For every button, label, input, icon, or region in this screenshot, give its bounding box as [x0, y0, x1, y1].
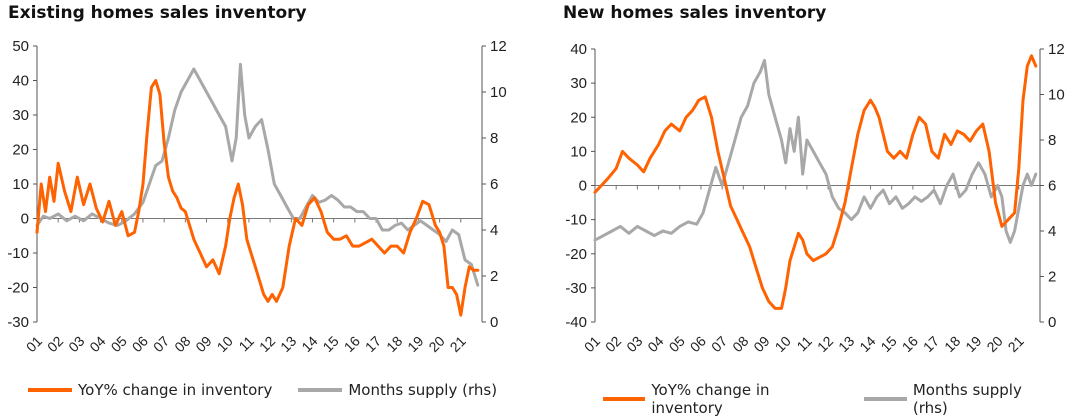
legend-item-months: Months supply (rhs)	[298, 381, 497, 399]
right-axis-tick-label: 10	[1048, 87, 1065, 104]
left-axis-tick-label: 10	[12, 176, 29, 193]
right-axis-tick-label: 0	[1048, 314, 1056, 331]
right-axis-tick-label: 10	[490, 84, 507, 101]
left-axis-tick-label: 0	[21, 211, 29, 228]
legend-label-yoy: YoY% change in inventory	[78, 381, 273, 399]
right-axis-tick-label: 8	[490, 130, 498, 147]
left-axis-tick-label: -30	[565, 280, 587, 297]
left-axis-tick-label: 30	[12, 107, 29, 124]
x-axis-tick-label: 14	[856, 333, 878, 355]
x-axis-tick-label: 21	[1005, 333, 1027, 355]
chart-title-existing: Existing homes sales inventory	[8, 3, 307, 23]
x-axis-tick-label: 15	[877, 333, 899, 355]
right-axis-tick-label: 0	[490, 314, 498, 331]
left-axis-tick-label: 50	[12, 38, 29, 55]
right-axis-tick-label: 4	[490, 222, 498, 239]
x-axis-tick-label: 17	[920, 333, 942, 355]
x-axis-tick-label: 20	[983, 333, 1005, 355]
right-axis-tick-label: 8	[1048, 132, 1056, 149]
series-line-yoy	[593, 54, 1038, 310]
left-axis-tick-label: 40	[12, 73, 29, 90]
chart-title-new: New homes sales inventory	[563, 3, 827, 23]
left-axis-tick-label: -10	[7, 245, 29, 262]
legend-swatch-yoy	[603, 397, 646, 401]
x-axis-tick-label: 07	[708, 333, 730, 355]
x-axis-tick-label: 01	[581, 333, 603, 355]
left-axis-tick-label: 10	[570, 143, 587, 160]
left-axis-tick-label: 20	[570, 109, 587, 126]
chart-existing-homes: 50403020100-10-20-3012108642001020304050…	[7, 38, 507, 355]
x-axis-tick-label: 06	[687, 333, 709, 355]
left-axis-tick-label: -10	[565, 212, 587, 229]
left-axis-tick-label: 20	[12, 142, 29, 159]
x-axis-tick-label: 02	[602, 333, 624, 355]
x-axis-tick-label: 13	[835, 333, 857, 355]
legend-item-yoy: YoY% change in inventory	[28, 381, 272, 399]
right-axis-tick-label: 2	[490, 268, 498, 285]
right-axis-tick-label: 6	[1048, 178, 1056, 195]
series-line-months-supply	[593, 58, 1038, 244]
left-axis-tick-label: -40	[565, 314, 587, 331]
left-axis-tick-label: -20	[565, 246, 587, 263]
x-axis-tick-label: 05	[666, 333, 688, 355]
x-axis-tick-label: 04	[644, 333, 666, 355]
x-axis-tick-label: 03	[623, 333, 645, 355]
x-axis-tick-label: 09	[750, 333, 772, 355]
right-axis-tick-label: 4	[1048, 223, 1056, 240]
x-axis-tick-label: 12	[814, 333, 836, 355]
x-axis-tick-label: 16	[899, 333, 921, 355]
x-axis-tick-label: 19	[962, 333, 984, 355]
left-axis-tick-label: 0	[579, 178, 587, 195]
x-axis-tick-label: 08	[729, 333, 751, 355]
series-line-yoy	[35, 79, 480, 317]
legend-label-months: Months supply (rhs)	[348, 381, 498, 399]
left-axis-tick-label: 30	[570, 75, 587, 92]
x-axis-tick-label: 11	[793, 333, 815, 355]
series-line-months-supply	[35, 62, 480, 287]
left-axis-tick-label: 40	[570, 41, 587, 58]
legend-swatch-months	[864, 397, 907, 401]
left-axis-tick-label: -30	[7, 314, 29, 331]
x-axis-tick-label: 10	[772, 333, 794, 355]
legend-swatch-yoy	[28, 388, 72, 392]
right-axis-tick-label: 12	[1048, 41, 1065, 58]
x-axis-tick-label: 18	[941, 333, 963, 355]
right-axis-tick-label: 2	[1048, 269, 1056, 286]
right-axis-tick-label: 12	[490, 38, 507, 55]
legend-existing: YoY% change in inventory Months supply (…	[28, 381, 523, 399]
legend-swatch-months	[298, 388, 343, 392]
right-axis-tick-label: 6	[490, 176, 498, 193]
left-axis-tick-label: -20	[7, 280, 29, 297]
